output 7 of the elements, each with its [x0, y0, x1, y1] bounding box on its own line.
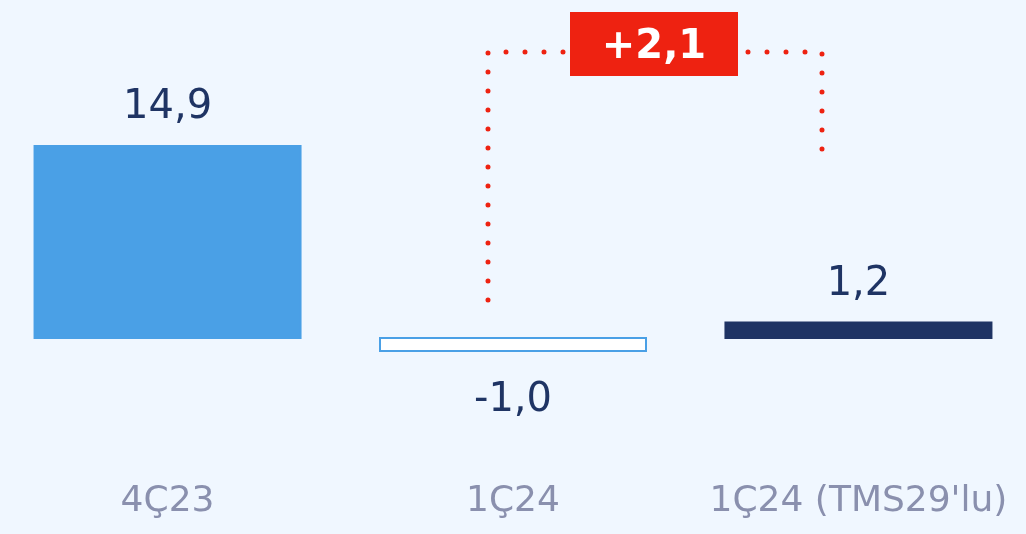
data-label: 1,2: [826, 257, 891, 304]
data-label: 14,9: [123, 80, 213, 127]
data-label: -1,0: [473, 373, 553, 420]
x-tick-label: 1Ç24: [466, 478, 560, 519]
x-tick-label: 1Ç24 (TMS29'lu): [709, 478, 1008, 519]
x-tick-label: 4Ç23: [120, 478, 215, 519]
text: +2,1: [570, 12, 738, 76]
